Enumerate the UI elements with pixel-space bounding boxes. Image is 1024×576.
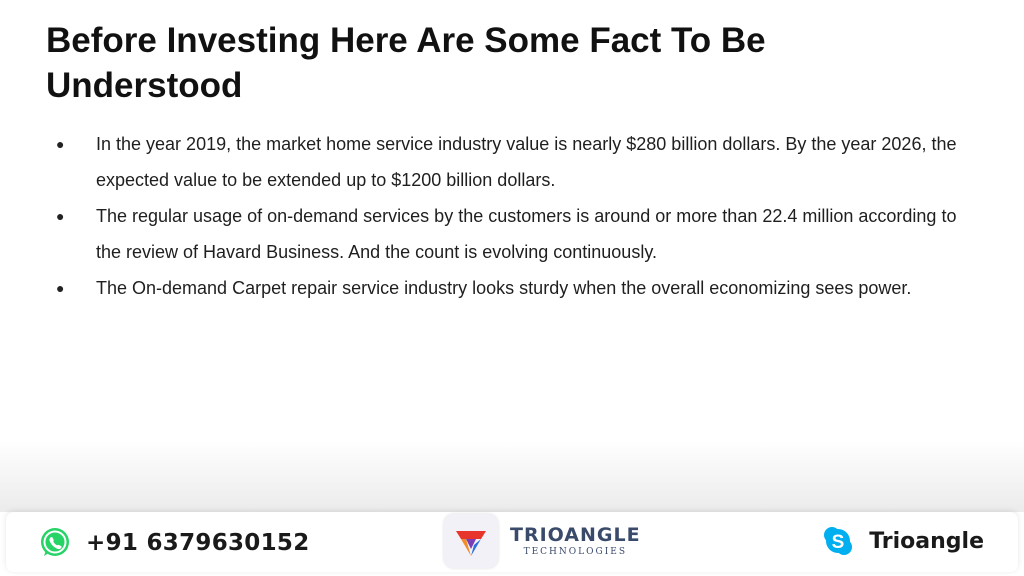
phone-number: +91 6379630152 — [86, 530, 310, 556]
trioangle-logo-icon — [444, 514, 498, 568]
skype-name: Trioangle — [869, 528, 984, 554]
brand-text: TRIOANGLE TECHNOLOGIES — [510, 524, 641, 558]
slide-title: Before Investing Here Are Some Fact To B… — [46, 21, 766, 105]
phone-contact[interactable]: +91 6379630152 — [38, 526, 310, 560]
bullet-text: The On-demand Carpet repair service indu… — [96, 278, 912, 298]
list-item: ● In the year 2019, the market home serv… — [56, 126, 976, 198]
bullet-icon: ● — [56, 208, 65, 224]
logo-mark-icon — [456, 531, 486, 556]
bullet-icon: ● — [56, 280, 65, 296]
list-item: ● The On-demand Carpet repair service in… — [56, 270, 976, 306]
bullet-text: In the year 2019, the market home servic… — [96, 134, 957, 190]
bullet-icon: ● — [56, 136, 65, 152]
skype-contact[interactable]: S Trioangle — [821, 524, 984, 558]
footer-fade — [0, 440, 1024, 512]
contact-footer: +91 6379630152 TRIOANGLE TECHNOLOGIES S … — [6, 512, 1018, 572]
skype-icon: S — [824, 527, 853, 555]
bullet-text: The regular usage of on-demand services … — [96, 206, 957, 262]
list-item: ● The regular usage of on-demand service… — [56, 198, 976, 270]
brand-name: TRIOANGLE — [510, 524, 641, 546]
whatsapp-icon — [41, 528, 69, 556]
fact-list: ● In the year 2019, the market home serv… — [56, 126, 976, 306]
svg-text:S: S — [832, 532, 845, 553]
brand-subtitle: TECHNOLOGIES — [523, 547, 627, 557]
brand-logo: TRIOANGLE TECHNOLOGIES — [444, 514, 641, 568]
